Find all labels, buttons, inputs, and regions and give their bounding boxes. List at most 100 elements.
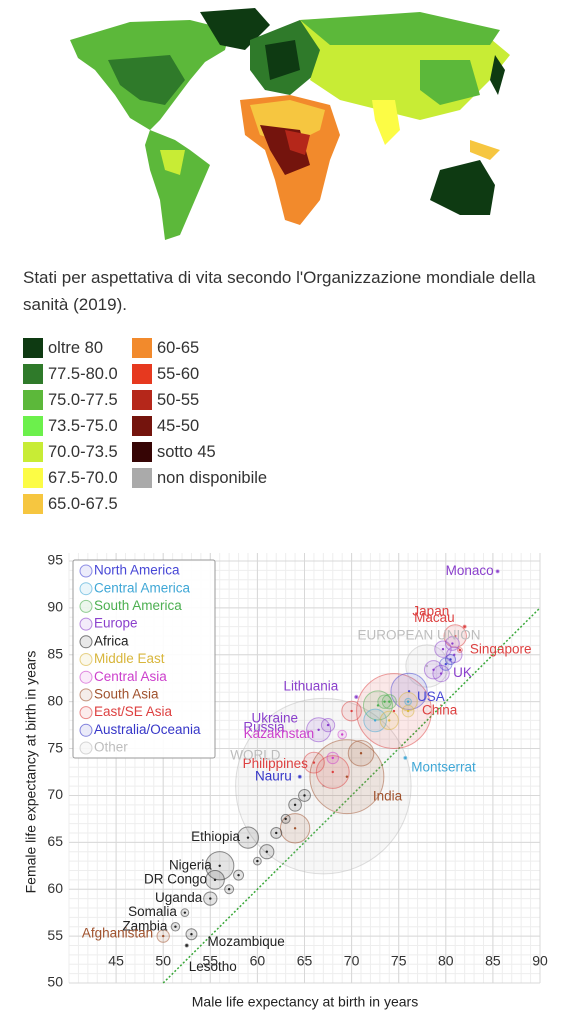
legend-swatch: [132, 364, 152, 384]
x-tick-label: 55: [203, 953, 219, 969]
legend-label: 50-55: [157, 390, 200, 409]
bubble-center: [449, 658, 452, 661]
y-tick-label: 90: [47, 599, 63, 615]
bubble-center: [293, 827, 297, 830]
bubble-center: [298, 775, 301, 778]
legend-item: non disponibile: [132, 468, 267, 488]
legend-marker: [79, 599, 93, 613]
x-axis-label: Male life expectancy at birth in years: [192, 994, 418, 1010]
bubble-center: [406, 700, 410, 703]
y-axis-label: Female life expectancy at birth in years: [23, 651, 39, 894]
bubble-chart: USA Montserrat Monaco UK Lithuania UkraineRus…: [23, 552, 548, 1010]
point-label: WORLD: [230, 748, 281, 763]
bubble-center: [256, 859, 259, 863]
legend-marker: [79, 670, 93, 684]
legend-label: oltre 80: [48, 338, 104, 357]
legend-label: sotto 45: [157, 442, 216, 461]
bubble-center: [275, 831, 278, 835]
point-label: DR Congo: [144, 871, 207, 886]
legend-marker: [79, 635, 93, 649]
x-tick-label: 65: [297, 953, 313, 969]
legend-label: 75.0-77.5: [48, 390, 118, 409]
legend-swatch: [132, 338, 152, 358]
bubble-center: [451, 642, 454, 645]
x-tick-label: 75: [391, 953, 407, 969]
bubble-center: [359, 752, 363, 755]
y-tick-label: 50: [47, 974, 63, 990]
legend-label: 45-50: [157, 416, 200, 435]
bubble-center: [326, 723, 330, 727]
india: [372, 100, 400, 145]
legend-label: non disponibile: [157, 468, 268, 487]
bubble-center: [218, 864, 221, 867]
point-label: Mozambique: [207, 934, 284, 949]
legend-box: [72, 559, 216, 759]
legend-swatch: [23, 416, 43, 436]
bubble-center: [331, 756, 334, 760]
usa-canada: [108, 55, 185, 105]
caption: Stati per aspettativa di vita secondo l'…: [23, 268, 536, 314]
legend-label: 60-65: [157, 338, 200, 357]
bubble-center: [355, 695, 358, 699]
legend-marker: [79, 688, 93, 702]
legend-marker: [79, 564, 93, 578]
legend-label: 77.5-80.0: [48, 364, 118, 383]
bubble-center: [183, 911, 187, 914]
legend-label: Europe: [94, 616, 138, 631]
legend-item: 50-55: [132, 390, 199, 410]
point-label: India: [373, 788, 403, 803]
legend-item: 65.0-67.5: [23, 494, 118, 514]
bubble-center: [350, 709, 353, 713]
legend-item: 75.0-77.5: [23, 390, 118, 410]
point-label: Russia: [243, 719, 285, 734]
legend-label: East/SE Asia: [94, 704, 173, 719]
bubble-center: [388, 719, 391, 722]
point-label: Lithuania: [283, 679, 338, 694]
bubble-center: [463, 625, 466, 628]
y-tick-label: 55: [47, 927, 63, 943]
western-europe: [265, 40, 300, 80]
y-tick-label: 65: [47, 833, 63, 849]
legend-label: South America: [94, 598, 182, 613]
bubble-center: [388, 700, 391, 703]
y-tick-label: 95: [47, 552, 63, 568]
sahel: [285, 130, 310, 155]
bubble-center: [345, 775, 349, 778]
legend-swatch: [132, 390, 152, 410]
point-label: Afghanistan: [82, 926, 153, 941]
bubble-center: [190, 933, 193, 936]
legend-swatch: [132, 416, 152, 436]
point-label: Lesotho: [189, 959, 237, 974]
legend-swatch: [23, 390, 43, 410]
point-label: Montserrat: [411, 759, 476, 774]
x-tick-label: 90: [532, 953, 548, 969]
legend-label: North America: [94, 563, 180, 578]
x-tick-label: 70: [344, 953, 360, 969]
legend-item: sotto 45: [132, 442, 216, 462]
world-map: [70, 8, 510, 240]
legend-item: 73.5-75.0: [23, 416, 118, 436]
y-tick-label: 60: [47, 880, 63, 896]
parity-line: [162, 607, 541, 984]
y-tick-label: 80: [47, 692, 63, 708]
point-label: Philippines: [243, 756, 309, 771]
legend-marker: [79, 653, 93, 666]
point-label: Singapore: [470, 642, 532, 657]
point-label: Zambia: [122, 918, 168, 933]
south-america: [145, 130, 210, 240]
legend-item: 60-65: [132, 338, 199, 358]
legend-label: Other: [94, 740, 128, 755]
bubble-center: [312, 761, 316, 764]
bubble-center: [441, 647, 445, 651]
point-label: Nauru: [255, 768, 292, 783]
legend-label: 67.5-70.0: [48, 468, 118, 487]
legend-swatch: [23, 442, 43, 462]
legend-swatch: [23, 364, 43, 384]
legend-label: Africa: [94, 633, 129, 648]
bubbles: [156, 569, 500, 948]
legend-label: 70.0-73.5: [48, 442, 118, 461]
bubble-center: [227, 888, 231, 891]
legend-label: Central America: [94, 580, 191, 595]
y-tick-label: 85: [47, 645, 63, 661]
